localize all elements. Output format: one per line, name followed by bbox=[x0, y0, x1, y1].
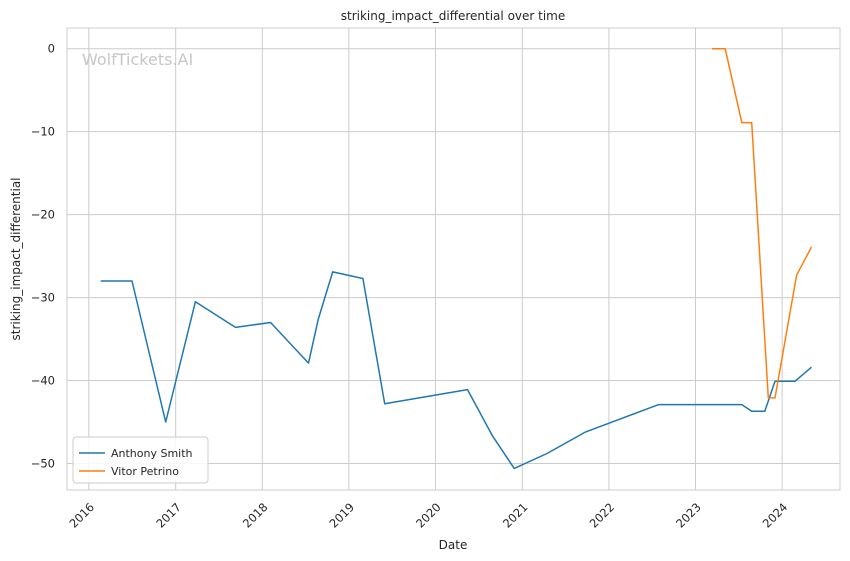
x-tick-label: 2020 bbox=[413, 500, 444, 531]
x-tick-label: 2023 bbox=[673, 500, 704, 531]
y-tick-label: −30 bbox=[31, 291, 55, 305]
y-tick-labels: 0 −10 −20 −30 −40 −50 bbox=[31, 42, 55, 471]
y-axis-label: striking_impact_differential bbox=[9, 177, 23, 340]
x-axis-label: Date bbox=[439, 538, 468, 552]
x-tick-label: 2017 bbox=[153, 500, 184, 531]
y-tick-label: −50 bbox=[31, 456, 55, 470]
series-layer bbox=[100, 47, 813, 470]
y-tick-label: −40 bbox=[31, 374, 55, 388]
legend-label-anthony-smith: Anthony Smith bbox=[111, 447, 193, 460]
series-line-anthony-smith bbox=[100, 271, 812, 470]
legend: Anthony Smith Vitor Petrino bbox=[72, 436, 209, 484]
y-tick-label: −10 bbox=[31, 125, 55, 139]
y-tick-label: −20 bbox=[31, 208, 55, 222]
chart-title: striking_impact_differential over time bbox=[341, 9, 566, 23]
legend-box bbox=[72, 436, 209, 484]
y-tick-label: 0 bbox=[48, 42, 55, 56]
series-line-vitor-petrino bbox=[711, 47, 813, 399]
x-tick-label: 2021 bbox=[500, 500, 531, 531]
x-gridlines bbox=[88, 28, 783, 490]
x-tick-label: 2022 bbox=[587, 500, 618, 531]
x-tick-label: 2018 bbox=[240, 500, 271, 531]
x-tick-label: 2024 bbox=[760, 500, 791, 531]
legend-label-vitor-petrino: Vitor Petrino bbox=[111, 465, 179, 478]
x-tick-label: 2016 bbox=[66, 500, 97, 531]
plot-area bbox=[66, 27, 841, 491]
watermark-text: WolfTickets.AI bbox=[82, 50, 193, 69]
x-tick-label: 2019 bbox=[327, 500, 358, 531]
x-tick-labels: 2016 2017 2018 2019 2020 2021 2022 2023 2024 bbox=[66, 500, 790, 531]
y-gridlines bbox=[67, 48, 840, 464]
